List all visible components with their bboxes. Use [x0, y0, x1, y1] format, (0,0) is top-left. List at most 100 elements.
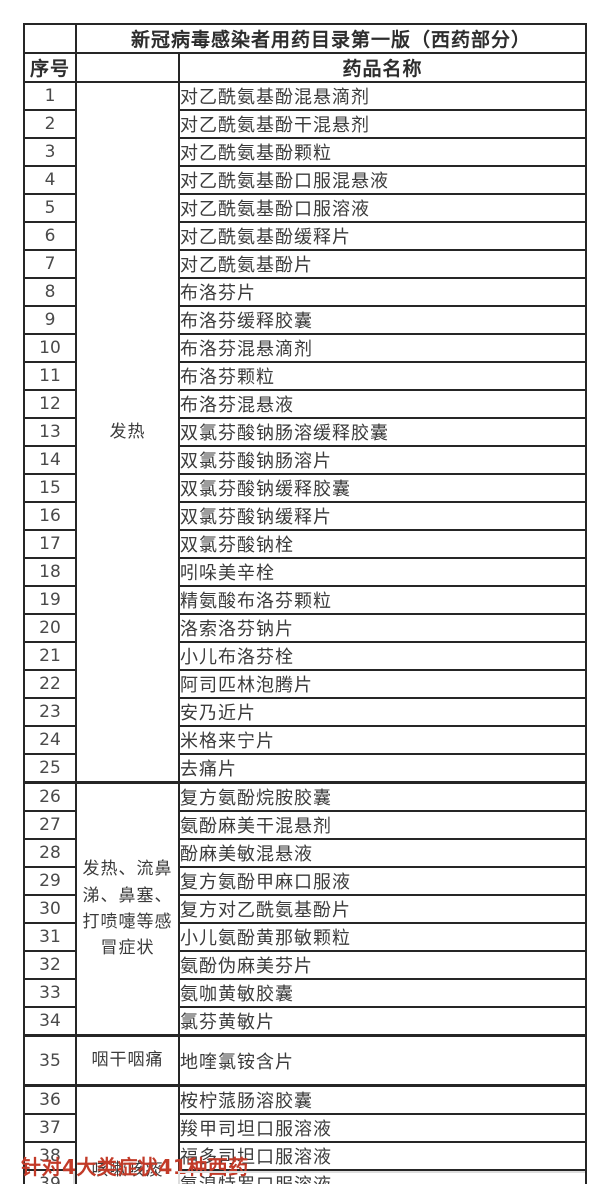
drug-name-cell: 酚麻美敏混悬液 [177, 838, 588, 868]
drug-name-cell: 安乃近片 [177, 697, 588, 727]
row-number-cell: 36 [23, 1084, 77, 1115]
table-row: 6 对乙酰氨基酚缓释片 [23, 221, 588, 251]
table-row: 5 对乙酰氨基酚口服溶液 [23, 193, 588, 223]
header-row: 序号 药品名称 [23, 52, 588, 83]
table-row: 38 福多司坦口服溶液 [23, 1141, 588, 1171]
row-number-cell: 18 [23, 557, 77, 587]
table-row: 32 氨酚伪麻美芬片 [23, 950, 588, 980]
table-row: 24 米格来宁片 [23, 725, 588, 755]
row-number-cell: 23 [23, 697, 77, 727]
table-row: 18 吲哚美辛栓 [23, 557, 588, 587]
table-row: 23 安乃近片 [23, 697, 588, 727]
drug-name-cell: 对乙酰氨基酚口服溶液 [177, 193, 588, 223]
row-number-cell: 38 [23, 1141, 77, 1171]
drug-name-cell: 布洛芬缓释胶囊 [177, 305, 588, 335]
drug-name-cell: 羧甲司坦口服溶液 [177, 1113, 588, 1143]
row-number-cell: 9 [23, 305, 77, 335]
row-number-cell: 26 [23, 781, 77, 812]
table-row: 35 咽干咽痛 地喹氯铵含片 [23, 1034, 588, 1087]
table-row: 37 羧甲司坦口服溶液 [23, 1113, 588, 1143]
drug-name-cell: 对乙酰氨基酚口服混悬液 [177, 165, 588, 195]
row-number-cell: 24 [23, 725, 77, 755]
drug-name-cell: 米格来宁片 [177, 725, 588, 755]
row-number-cell: 7 [23, 249, 77, 279]
drug-name-cell: 双氯芬酸钠缓释片 [177, 501, 588, 531]
row-number-cell: 3 [23, 137, 77, 167]
faint-gridline-horizontal [178, 1171, 585, 1173]
drug-name-cell: 复方氨酚甲麻口服液 [177, 866, 588, 896]
drug-name-cell: 对乙酰氨基酚混悬滴剂 [177, 81, 588, 111]
table-row: 3 对乙酰氨基酚颗粒 [23, 137, 588, 167]
drug-name-cell: 双氯芬酸钠肠溶片 [177, 445, 588, 475]
drug-name-cell: 对乙酰氨基酚缓释片 [177, 221, 588, 251]
drug-name-cell: 去痛片 [177, 753, 588, 784]
table-row: 10 布洛芬混悬滴剂 [23, 333, 588, 363]
table-row: 14 双氯芬酸钠肠溶片 [23, 445, 588, 475]
row-number-cell: 17 [23, 529, 77, 559]
table-row: 33 氨咖黄敏胶囊 [23, 978, 588, 1008]
row-number-cell: 16 [23, 501, 77, 531]
table-row: 20 洛索洛芬钠片 [23, 613, 588, 643]
row-number-cell: 10 [23, 333, 77, 363]
row-number-cell: 35 [23, 1034, 77, 1087]
faint-gridline-vertical-2 [178, 1171, 180, 1184]
table-row: 11 布洛芬颗粒 [23, 361, 588, 391]
row-number-cell: 6 [23, 221, 77, 251]
table-row: 21 小儿布洛芬栓 [23, 641, 588, 671]
table-row: 36 咳嗽咳痰 桉柠蒎肠溶胶囊 [23, 1084, 588, 1184]
row-number-cell: 15 [23, 473, 77, 503]
table-row: 7 对乙酰氨基酚片 [23, 249, 588, 279]
row-number-cell: 13 [23, 417, 77, 447]
table-row: 19 精氨酸布洛芬颗粒 [23, 585, 588, 615]
row-number-cell: 19 [23, 585, 77, 615]
title-row: 新冠病毒感染者用药目录第一版（西药部分） [23, 23, 588, 54]
row-number-cell: 11 [23, 361, 77, 391]
row-number-cell: 39 [23, 1169, 77, 1184]
drug-name-cell: 小儿氨酚黄那敏颗粒 [177, 922, 588, 952]
drug-name-cell: 氯芬黄敏片 [177, 1006, 588, 1037]
drug-name-cell: 阿司匹林泡腾片 [177, 669, 588, 699]
table-row: 13 双氯芬酸钠肠溶缓释胶囊 [23, 417, 588, 447]
row-number-cell: 29 [23, 866, 77, 896]
faint-gridline-vertical-1 [73, 1171, 75, 1184]
table-row: 22 阿司匹林泡腾片 [23, 669, 588, 699]
row-number-cell: 20 [23, 613, 77, 643]
drug-name-cell: 精氨酸布洛芬颗粒 [177, 585, 588, 615]
drug-name-cell: 桉柠蒎肠溶胶囊 [177, 1084, 588, 1115]
symptom-cell: 咽干咽痛 [75, 1034, 180, 1087]
row-number-cell: 21 [23, 641, 77, 671]
table-row: 31 小儿氨酚黄那敏颗粒 [23, 922, 588, 952]
row-number-cell: 14 [23, 445, 77, 475]
drug-name-cell: 布洛芬混悬液 [177, 389, 588, 419]
row-number-cell: 28 [23, 838, 77, 868]
row-number-cell: 32 [23, 950, 77, 980]
table-row: 12 布洛芬混悬液 [23, 389, 588, 419]
row-number-cell: 25 [23, 753, 77, 784]
table-row: 2 对乙酰氨基酚干混悬剂 [23, 109, 588, 139]
drug-name-cell: 布洛芬颗粒 [177, 361, 588, 391]
drug-name-cell: 吲哚美辛栓 [177, 557, 588, 587]
row-number-cell: 4 [23, 165, 77, 195]
row-number-cell: 1 [23, 81, 77, 111]
row-number-cell: 8 [23, 277, 77, 307]
row-number-cell: 27 [23, 810, 77, 840]
drug-name-cell: 地喹氯铵含片 [177, 1034, 588, 1087]
drug-name-cell: 小儿布洛芬栓 [177, 641, 588, 671]
table-row: 28 酚麻美敏混悬液 [23, 838, 588, 868]
table-row: 29 复方氨酚甲麻口服液 [23, 866, 588, 896]
symptom-cell: 发热、流鼻涕、鼻塞、打喷嚏等感冒症状 [75, 781, 180, 1037]
row-number-cell: 30 [23, 894, 77, 924]
table-row: 15 双氯芬酸钠缓释胶囊 [23, 473, 588, 503]
table-row: 1 发热 对乙酰氨基酚混悬滴剂 [23, 81, 588, 784]
page-title: 新冠病毒感染者用药目录第一版（西药部分） [74, 23, 588, 54]
row-number-cell: 34 [23, 1006, 77, 1037]
drug-name-cell: 对乙酰氨基酚颗粒 [177, 137, 588, 167]
medication-table: 新冠病毒感染者用药目录第一版（西药部分） 序号 药品名称 1 发热 对乙酰氨基酚混悬… [23, 23, 588, 1184]
header-empty-cell [75, 52, 180, 83]
row-number-cell: 12 [23, 389, 77, 419]
drug-name-cell: 洛索洛芬钠片 [177, 613, 588, 643]
drug-name-cell: 双氯芬酸钠缓释胶囊 [177, 473, 588, 503]
symptom-cell: 发热 [75, 81, 180, 784]
drug-table-body: 1 发热 对乙酰氨基酚混悬滴剂 2 对乙酰氨基酚干混悬剂 3 对乙酰氨基酚颗粒 4 对乙酰氨基酚… [23, 81, 588, 1184]
